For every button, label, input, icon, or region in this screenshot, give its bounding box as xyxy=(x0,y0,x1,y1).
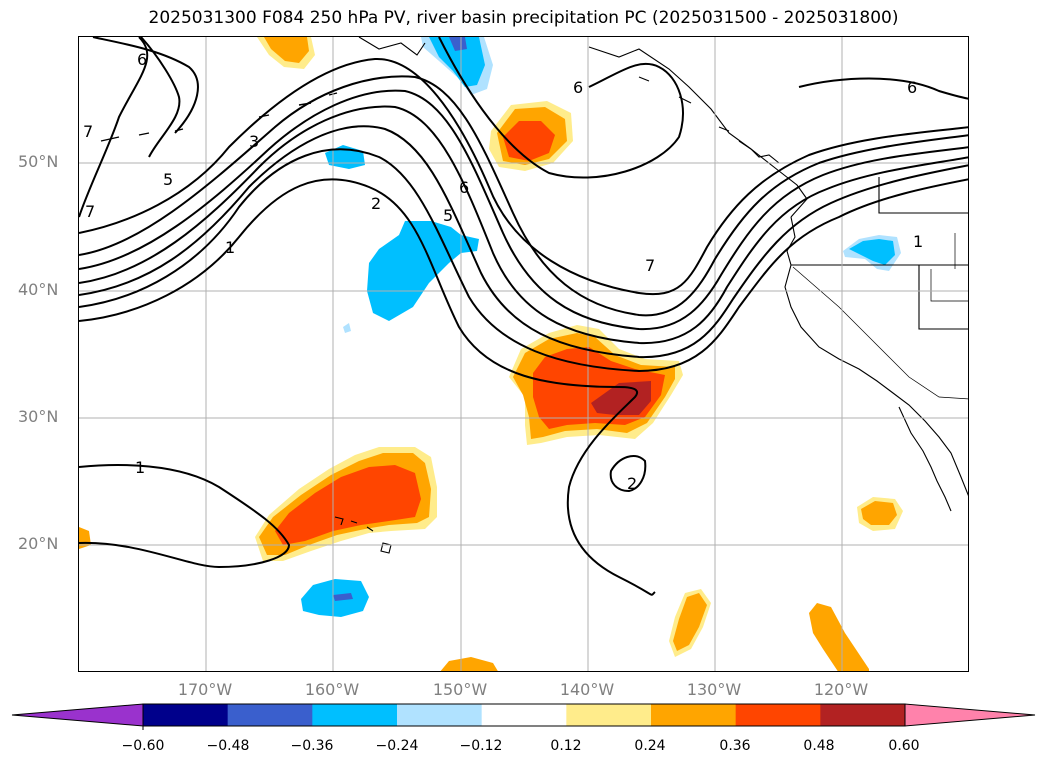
colorbar-tick: −0.36 xyxy=(290,738,334,754)
colorbar-segment xyxy=(566,704,652,726)
contour-label: 5 xyxy=(443,206,453,225)
colorbar-tick: 0.36 xyxy=(719,738,751,754)
shading-layer xyxy=(79,37,903,671)
contour-label: 7 xyxy=(85,202,95,221)
colorbar-tick: 0.24 xyxy=(634,738,666,754)
map-title: 2025031300 F084 250 hPa PV, river basin … xyxy=(148,8,899,28)
colorbar-tick: 0.48 xyxy=(803,738,835,754)
map-canvas: 6 7 7 3 5 2 1 6 5 6 7 6 1 2 1 xyxy=(79,37,968,671)
contour-label: 6 xyxy=(907,78,917,97)
colorbar-segment xyxy=(143,704,229,726)
contour-label: 7 xyxy=(645,256,655,275)
colorbar-segment xyxy=(481,704,567,726)
contour-label: 2 xyxy=(627,474,637,493)
contour-label: 6 xyxy=(459,178,469,197)
contour-label: 6 xyxy=(573,78,583,97)
contour-label: 6 xyxy=(137,50,147,69)
colorbar-tick: −0.24 xyxy=(375,738,419,754)
colorbar-tick: 0.12 xyxy=(550,738,582,754)
gridlines xyxy=(79,37,968,671)
lon-label: 170°W xyxy=(177,680,233,699)
colorbar-segment xyxy=(735,704,821,726)
contour-label: 7 xyxy=(83,122,93,141)
lon-label: 120°W xyxy=(813,680,869,699)
contour-labels: 6 7 7 3 5 2 1 6 5 6 7 6 1 2 1 xyxy=(83,50,923,493)
colorbar-tick: −0.60 xyxy=(121,738,165,754)
colorbar-segment xyxy=(397,704,483,726)
pv-contours xyxy=(79,37,968,596)
lat-label: 50°N xyxy=(18,152,59,171)
contour-label: 3 xyxy=(249,132,259,151)
coastline-layer xyxy=(100,37,968,554)
contour-label: 1 xyxy=(225,238,235,257)
map-panel: 6 7 7 3 5 2 1 6 5 6 7 6 1 2 1 xyxy=(78,36,969,672)
colorbar-segment xyxy=(312,704,398,726)
colorbar-extend-high xyxy=(904,703,1036,727)
colorbar xyxy=(11,703,1036,730)
contour-label: 5 xyxy=(163,170,173,189)
colorbar-segment xyxy=(651,704,737,726)
contour-label: 1 xyxy=(135,458,145,477)
lat-label: 40°N xyxy=(18,280,59,299)
lon-label: 150°W xyxy=(432,680,488,699)
colorbar-tick: 0.60 xyxy=(888,738,920,754)
colorbar-tick: −0.48 xyxy=(206,738,250,754)
colorbar-extend-low xyxy=(11,703,144,727)
lat-label: 20°N xyxy=(18,534,59,553)
colorbar-segment xyxy=(227,704,313,726)
contour-label: 2 xyxy=(371,194,381,213)
lon-label: 140°W xyxy=(559,680,615,699)
lat-label: 30°N xyxy=(18,407,59,426)
lon-label: 160°W xyxy=(304,680,360,699)
lon-label: 130°W xyxy=(686,680,742,699)
colorbar-tick: −0.12 xyxy=(459,738,503,754)
contour-label: 1 xyxy=(913,232,923,251)
colorbar-segment xyxy=(820,704,906,726)
